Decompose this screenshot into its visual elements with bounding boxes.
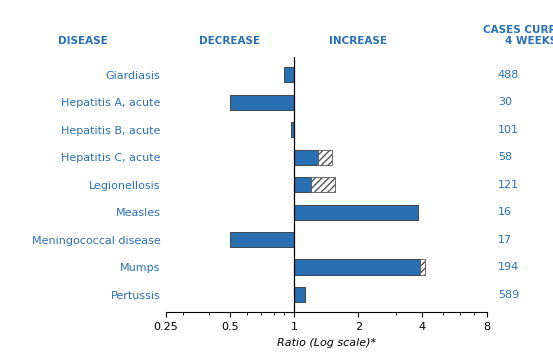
Text: 488: 488 <box>498 70 519 80</box>
Text: 58: 58 <box>498 152 512 162</box>
Bar <box>294 177 311 192</box>
Bar <box>294 149 319 165</box>
X-axis label: Ratio (Log scale)*: Ratio (Log scale)* <box>276 338 376 348</box>
Bar <box>319 149 332 165</box>
Text: INCREASE: INCREASE <box>330 36 387 46</box>
Bar <box>230 232 294 247</box>
Bar <box>294 260 420 275</box>
Text: DISEASE: DISEASE <box>58 36 108 46</box>
Bar <box>420 260 425 275</box>
Bar <box>294 287 305 302</box>
Text: 17: 17 <box>498 235 512 245</box>
Text: 30: 30 <box>498 97 512 107</box>
Bar <box>284 67 294 82</box>
Text: 589: 589 <box>498 290 519 300</box>
Bar <box>311 177 335 192</box>
Text: 194: 194 <box>498 262 519 272</box>
Text: CASES CURRENT
4 WEEKS: CASES CURRENT 4 WEEKS <box>483 24 553 46</box>
Text: 121: 121 <box>498 180 519 190</box>
Text: DECREASE: DECREASE <box>200 36 260 46</box>
Bar <box>294 204 418 220</box>
Bar <box>230 94 294 110</box>
Bar <box>291 122 294 137</box>
Text: 16: 16 <box>498 207 512 217</box>
Text: 101: 101 <box>498 125 519 135</box>
